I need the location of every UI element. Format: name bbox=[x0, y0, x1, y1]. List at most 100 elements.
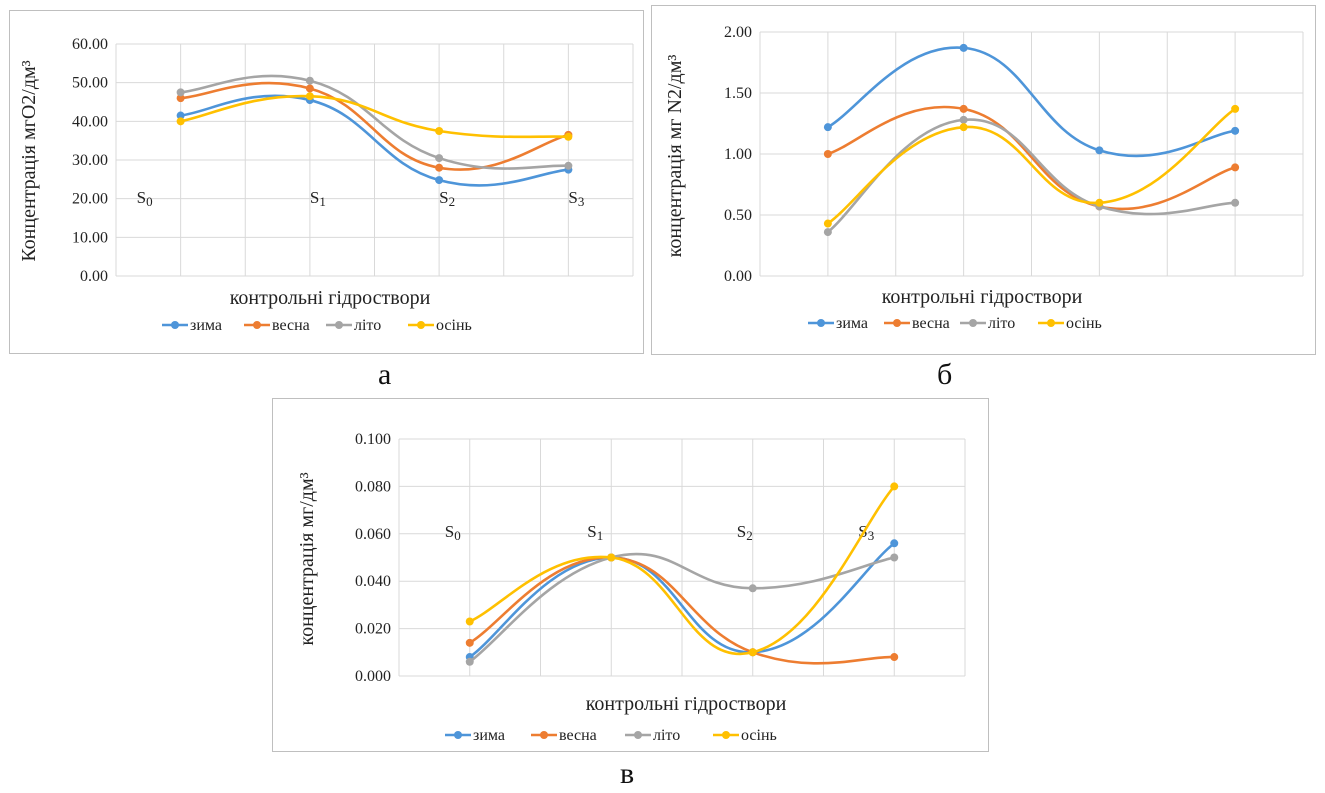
y-tick-label: 50.00 bbox=[72, 75, 108, 92]
data-point-осінь bbox=[959, 123, 968, 132]
series-line-зима bbox=[469, 542, 896, 659]
legend-label: весна bbox=[912, 315, 950, 332]
data-point-осінь bbox=[607, 553, 616, 562]
legend-marker bbox=[722, 731, 730, 739]
legend-marker bbox=[817, 319, 825, 327]
legend-marker bbox=[171, 321, 179, 329]
y-tick-label: 2.00 bbox=[724, 24, 752, 41]
data-point-весна bbox=[305, 84, 314, 93]
chart-panel-a: 0.00 10.00 20.00 30.00 40.00 50.00 60.00 S0 S1 S2… bbox=[9, 10, 644, 354]
series-line-весна bbox=[180, 81, 569, 171]
y-axis-title: концентрація мг N2/дм³ bbox=[664, 55, 686, 258]
data-point-літо bbox=[465, 657, 474, 666]
data-point-осінь bbox=[1095, 198, 1104, 207]
station-label: S0 bbox=[445, 522, 461, 543]
station-label: S0 bbox=[137, 188, 153, 209]
y-tick-label: 10.00 bbox=[72, 229, 108, 246]
series-line-зима bbox=[827, 46, 1236, 158]
data-point-осінь bbox=[748, 648, 757, 657]
data-point-осінь bbox=[564, 132, 573, 141]
data-point-зима bbox=[890, 539, 899, 548]
caption-c: в bbox=[620, 757, 635, 790]
y-tick-label: 0.00 bbox=[80, 268, 108, 285]
data-point-літо bbox=[1231, 198, 1240, 207]
legend-label: літо bbox=[354, 317, 381, 334]
y-tick-label: 0.020 bbox=[355, 621, 391, 638]
data-point-весна bbox=[176, 94, 185, 103]
series-line-осінь bbox=[469, 485, 896, 656]
y-axis-title: концентрація мг/дм³ bbox=[296, 472, 318, 645]
chart-panel-b: 0.00 0.50 1.00 1.50 2.00 концентрація мг N2/д… bbox=[651, 5, 1316, 355]
series-line-осінь bbox=[180, 94, 569, 139]
data-point-зима bbox=[176, 111, 185, 120]
legend-marker bbox=[253, 321, 261, 329]
data-point-літо bbox=[823, 228, 832, 237]
legend-marker bbox=[634, 731, 642, 739]
data-point-літо bbox=[748, 584, 757, 593]
data-point-осінь bbox=[305, 92, 314, 101]
data-point-осінь bbox=[1231, 104, 1240, 113]
data-point-осінь bbox=[435, 127, 444, 135]
legend-label: весна bbox=[272, 317, 310, 334]
y-tick-label: 0.060 bbox=[355, 526, 391, 543]
legend-label: весна bbox=[559, 727, 597, 744]
series-line-літо bbox=[180, 74, 569, 170]
y-tick-label: 0.50 bbox=[724, 207, 752, 224]
y-tick-label: 1.50 bbox=[724, 85, 752, 102]
legend-marker bbox=[454, 731, 462, 739]
caption-b: б bbox=[937, 358, 953, 391]
y-tick-label: 20.00 bbox=[72, 191, 108, 208]
legend-marker bbox=[540, 731, 548, 739]
legend-marker bbox=[1047, 319, 1055, 327]
y-tick-label: 1.00 bbox=[724, 146, 752, 163]
y-tick-label: 60.00 bbox=[72, 36, 108, 53]
data-point-осінь bbox=[890, 482, 899, 491]
series-line-осінь bbox=[827, 107, 1236, 225]
y-axis-title: Концентрація мгО2/дм³ bbox=[18, 60, 40, 261]
legend-label: літо bbox=[988, 315, 1015, 332]
data-point-зима bbox=[959, 43, 968, 52]
station-label: S2 bbox=[737, 522, 753, 543]
data-point-весна bbox=[465, 638, 474, 647]
series-line-зима bbox=[180, 94, 569, 187]
data-point-зима bbox=[1231, 126, 1240, 135]
data-point-весна bbox=[1231, 163, 1240, 172]
legend-label: осінь bbox=[741, 727, 777, 744]
data-point-літо bbox=[435, 154, 444, 163]
chart-panel-c: 0.000 0.020 0.040 0.060 0.080 0.100 S0 S1 S2 S3 ко… bbox=[272, 398, 989, 752]
data-point-літо bbox=[305, 76, 314, 85]
data-point-зима bbox=[435, 176, 444, 185]
legend-label: літо bbox=[653, 727, 680, 744]
series-line-весна bbox=[827, 105, 1236, 211]
legend-label: зима bbox=[836, 315, 868, 332]
data-point-весна bbox=[959, 104, 968, 113]
y-tick-label: 30.00 bbox=[72, 152, 108, 169]
data-point-осінь bbox=[465, 617, 474, 626]
data-point-весна bbox=[823, 150, 832, 158]
data-point-осінь bbox=[176, 117, 185, 126]
y-tick-label: 0.100 bbox=[355, 431, 391, 448]
data-point-літо bbox=[959, 115, 968, 124]
station-label: S3 bbox=[568, 188, 584, 209]
station-label: S1 bbox=[310, 188, 326, 209]
y-tick-label: 0.040 bbox=[355, 573, 391, 590]
series-line-весна bbox=[469, 556, 895, 665]
y-tick-label: 0.00 bbox=[724, 268, 752, 285]
data-point-літо bbox=[890, 553, 899, 562]
y-tick-label: 0.000 bbox=[355, 668, 391, 685]
y-tick-label: 0.080 bbox=[355, 478, 391, 495]
data-point-літо bbox=[176, 88, 185, 97]
data-point-літо bbox=[564, 161, 573, 170]
legend-marker bbox=[417, 321, 425, 329]
data-point-зима bbox=[1095, 146, 1104, 155]
data-point-весна bbox=[435, 163, 444, 172]
data-point-весна bbox=[890, 653, 899, 662]
station-label: S1 bbox=[587, 522, 603, 543]
caption-a: а bbox=[378, 358, 392, 391]
data-point-зима bbox=[823, 123, 832, 132]
station-label: S2 bbox=[439, 188, 455, 209]
legend-marker bbox=[969, 319, 977, 327]
series-line-літо bbox=[468, 552, 895, 663]
x-axis-title: контрольні гідроствори bbox=[882, 286, 1083, 308]
